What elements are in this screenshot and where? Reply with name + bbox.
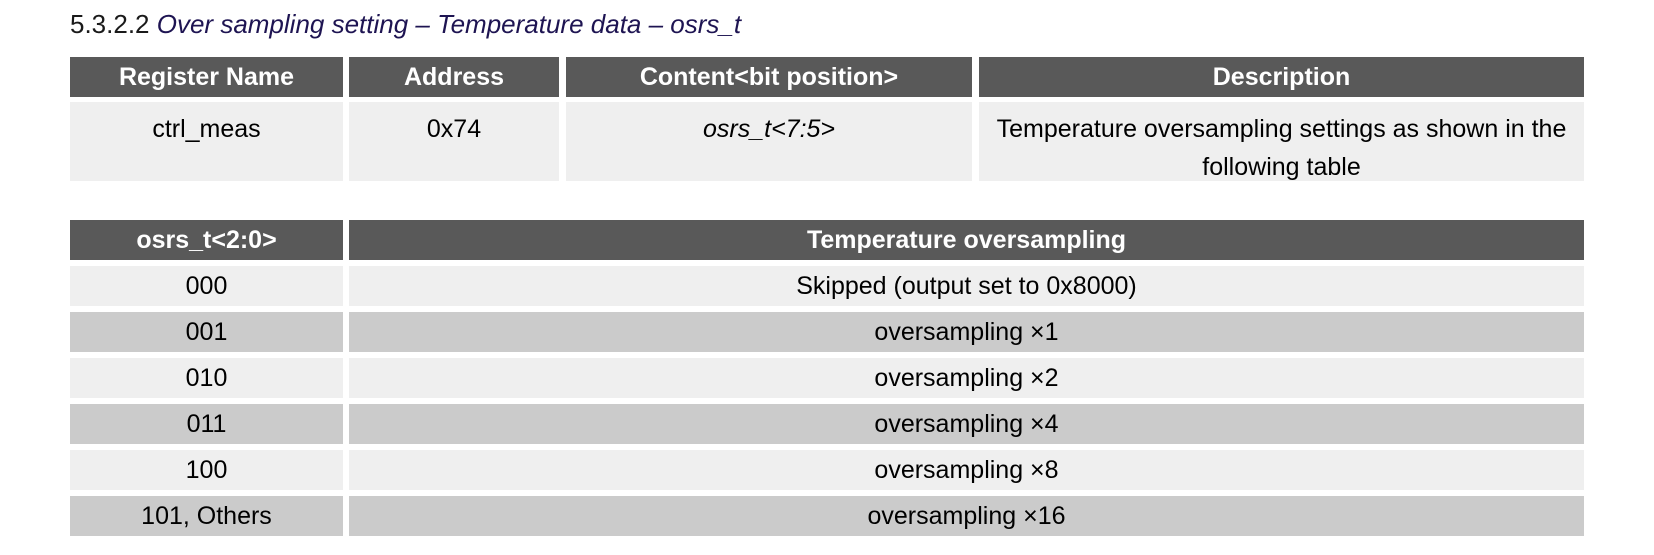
description-cell: Temperature oversampling settings as sho… xyxy=(979,102,1584,181)
table-row-code: 101, Others xyxy=(70,496,343,536)
address-cell: 0x74 xyxy=(349,102,559,181)
table-row-setting: oversampling ×8 xyxy=(349,450,1584,490)
table-row-code: 010 xyxy=(70,358,343,398)
table-row-setting: oversampling ×16 xyxy=(349,496,1584,536)
table-row-setting: oversampling ×4 xyxy=(349,404,1584,444)
header-temperature-oversampling: Temperature oversampling xyxy=(349,220,1584,260)
table-row-code: 100 xyxy=(70,450,343,490)
header-osrs-t-code: osrs_t<2:0> xyxy=(70,220,343,260)
section-heading: 5.3.2.2 Over sampling setting – Temperat… xyxy=(70,6,741,42)
content-cell: osrs_t<7:5> xyxy=(566,102,972,181)
register-name-cell: ctrl_meas xyxy=(70,102,343,181)
table-row-setting: Skipped (output set to 0x8000) xyxy=(349,266,1584,306)
table-row-code: 000 xyxy=(70,266,343,306)
header-register-name: Register Name xyxy=(70,57,343,97)
header-address: Address xyxy=(349,57,559,97)
table-row-code: 001 xyxy=(70,312,343,352)
table-row-setting: oversampling ×2 xyxy=(349,358,1584,398)
table-row-setting: oversampling ×1 xyxy=(349,312,1584,352)
header-description: Description xyxy=(979,57,1584,97)
table-row-code: 011 xyxy=(70,404,343,444)
section-number: 5.3.2.2 xyxy=(70,9,150,39)
header-content-bit-position: Content<bit position> xyxy=(566,57,972,97)
section-title: Over sampling setting – Temperature data… xyxy=(156,9,742,39)
